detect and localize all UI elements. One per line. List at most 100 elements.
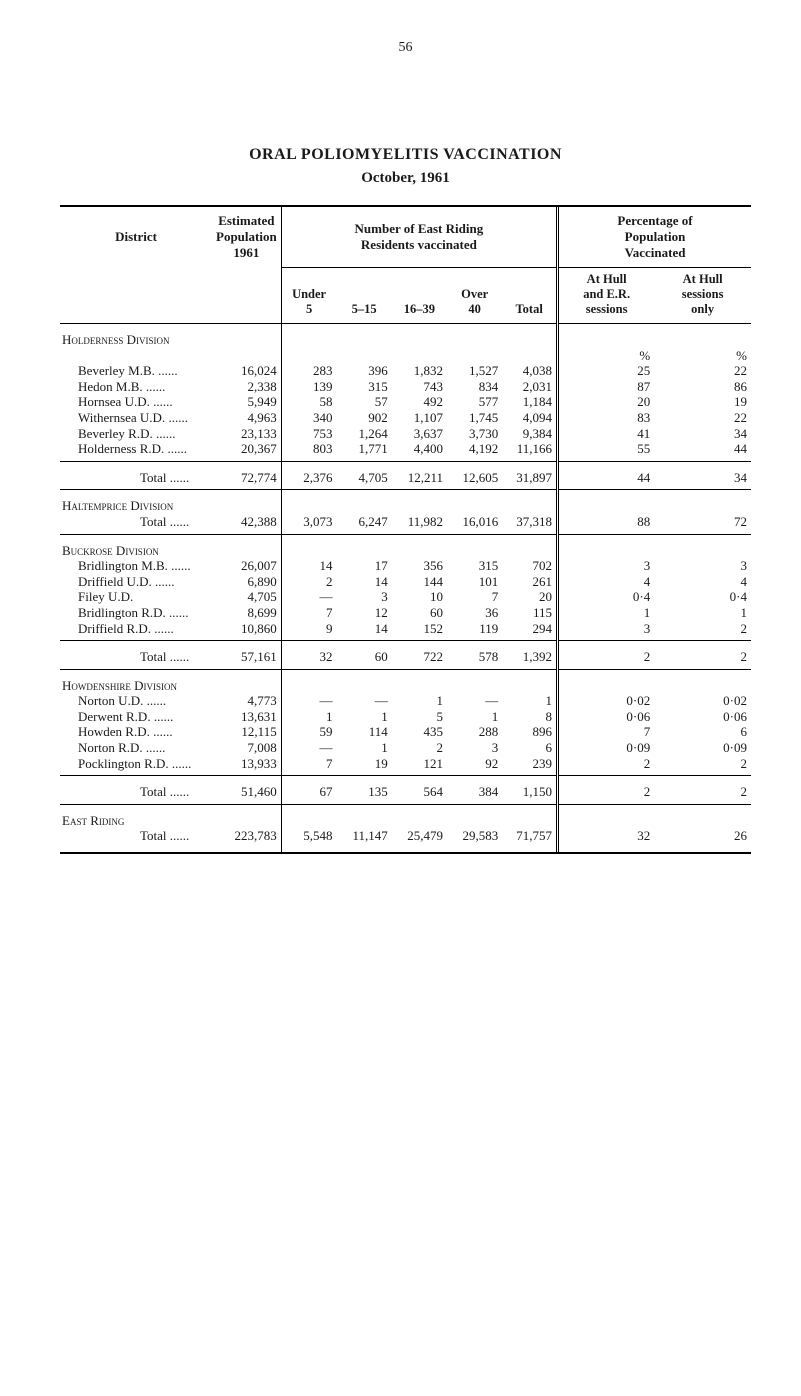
cell: 2	[654, 649, 751, 665]
cell: 55	[558, 441, 655, 457]
cell	[212, 669, 281, 678]
cell: Beverley R.D. ......	[60, 426, 212, 442]
cell	[336, 490, 391, 499]
cell	[502, 324, 557, 333]
cell	[654, 844, 751, 852]
table-row: East Riding	[60, 813, 751, 829]
cell: 7	[281, 605, 336, 621]
cell: 57,161	[212, 649, 281, 665]
cell: 34	[654, 426, 751, 442]
cell: 0·4	[654, 589, 751, 605]
cell: East Riding	[60, 813, 212, 829]
cell: 564	[392, 784, 447, 800]
cell	[558, 490, 655, 499]
cell: 10,860	[212, 621, 281, 637]
cell	[502, 490, 557, 499]
cell: 1,832	[392, 363, 447, 379]
cell	[558, 804, 655, 813]
cell: 0·09	[558, 740, 655, 756]
page-number: 56	[60, 40, 751, 56]
cell: 6	[654, 724, 751, 740]
cell	[212, 324, 281, 333]
cell: 743	[392, 379, 447, 395]
cell: 356	[392, 558, 447, 574]
hdr-number-vacc: Number of East Riding Residents vaccinat…	[281, 207, 557, 267]
cell: 1	[558, 605, 655, 621]
cell: 26	[654, 828, 751, 844]
table-row: Norton R.D. ......7,008—12360·090·09	[60, 740, 751, 756]
cell	[336, 678, 391, 694]
cell: 60	[392, 605, 447, 621]
cell: 25	[558, 363, 655, 379]
cell	[392, 461, 447, 470]
cell	[281, 641, 336, 650]
cell: 283	[281, 363, 336, 379]
cell	[392, 813, 447, 829]
table-row: Derwent R.D. ......13,631115180·060·06	[60, 709, 751, 725]
cell: 22	[654, 363, 751, 379]
cell: 4,094	[502, 410, 557, 426]
cell: 2	[281, 574, 336, 590]
cell: 4,705	[212, 589, 281, 605]
cell	[212, 490, 281, 499]
table-row: Bridlington M.B. ......26,00714173563157…	[60, 558, 751, 574]
cell: 114	[336, 724, 391, 740]
cell: 0·06	[654, 709, 751, 725]
cell: 578	[447, 649, 502, 665]
table-row: Withernsea U.D. ......4,9633409021,1071,…	[60, 410, 751, 426]
cell: 8,699	[212, 605, 281, 621]
cell: 3,073	[281, 514, 336, 530]
cell	[392, 641, 447, 650]
table-row	[60, 776, 751, 785]
cell: 1	[502, 693, 557, 709]
header-row-1: District Estimated Population 1961 Numbe…	[60, 207, 751, 267]
page-title: ORAL POLIOMYELITIS VACCINATION	[60, 146, 751, 164]
cell: 7	[281, 756, 336, 772]
cell: —	[447, 693, 502, 709]
table-row: Filey U.D.4,705—3107200·40·4	[60, 589, 751, 605]
cell	[336, 461, 391, 470]
cell: 5	[392, 709, 447, 725]
table-row: Holderness R.D. ......20,3678031,7714,40…	[60, 441, 751, 457]
cell: 261	[502, 574, 557, 590]
table-row	[60, 324, 751, 333]
cell: 92	[447, 756, 502, 772]
cell: 22	[654, 410, 751, 426]
cell: 4	[558, 574, 655, 590]
cell: Haltemprice Division	[60, 498, 212, 514]
cell: 9,384	[502, 426, 557, 442]
table-row: Bridlington R.D. ......8,699712603611511	[60, 605, 751, 621]
cell	[392, 804, 447, 813]
cell: 2,376	[281, 470, 336, 486]
table-row	[60, 844, 751, 852]
cell	[558, 844, 655, 852]
cell: 29,583	[447, 828, 502, 844]
cell: Driffield U.D. ......	[60, 574, 212, 590]
cell: 3	[654, 558, 751, 574]
cell	[281, 534, 336, 543]
cell: 4,400	[392, 441, 447, 457]
cell: 2	[654, 756, 751, 772]
cell: Norton U.D. ......	[60, 693, 212, 709]
cell: 87	[558, 379, 655, 395]
cell: 0·4	[558, 589, 655, 605]
cell	[447, 332, 502, 348]
cell	[392, 543, 447, 559]
table-row: Buckrose Division	[60, 543, 751, 559]
cell	[654, 543, 751, 559]
cell	[558, 641, 655, 650]
cell: 58	[281, 394, 336, 410]
table-row	[60, 641, 751, 650]
cell: Hedon M.B. ......	[60, 379, 212, 395]
cell	[502, 534, 557, 543]
cell: Norton R.D. ......	[60, 740, 212, 756]
cell	[281, 669, 336, 678]
table-row: Howden R.D. ......12,1155911443528889676	[60, 724, 751, 740]
cell: Beverley M.B. ......	[60, 363, 212, 379]
cell: Total ......	[60, 470, 212, 486]
cell	[392, 534, 447, 543]
cell	[212, 804, 281, 813]
cell: 340	[281, 410, 336, 426]
cell	[558, 324, 655, 333]
cell: 3	[558, 621, 655, 637]
